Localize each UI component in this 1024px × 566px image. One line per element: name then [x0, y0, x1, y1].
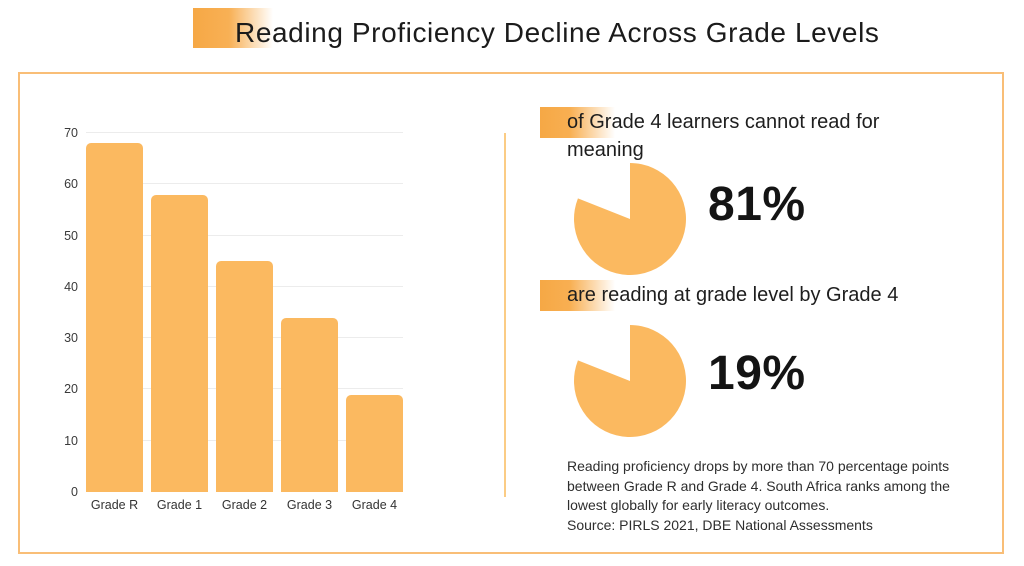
y-tick-label-50: 50 — [64, 228, 78, 243]
stat-pie-81-slice — [573, 163, 686, 275]
stat-2-label: are reading at grade level by Grade 4 — [567, 284, 899, 306]
bar-grade-2 — [216, 261, 273, 492]
page-title: Reading Proficiency Decline Across Grade… — [235, 17, 880, 48]
y-tick-label-70: 70 — [64, 126, 78, 140]
bar-chart-x-axis: Grade R Grade 1 Grade 2 Grade 3 Grade 4 — [86, 498, 403, 512]
footer-source: Source: PIRLS 2021, DBE National Assessm… — [567, 516, 873, 533]
stat-1-label: of Grade 4 learners cannot read for mean… — [567, 111, 880, 161]
title-accent-block — [193, 8, 273, 48]
bar-grade-r — [86, 143, 143, 492]
y-tick-label-60: 60 — [64, 177, 78, 192]
stat-1-accent-block — [540, 107, 615, 138]
pie-chart-81 — [573, 163, 686, 275]
footer-note: Reading proficiency drops by more than 7… — [567, 457, 962, 535]
x-tick-label-grade-1: Grade 1 — [156, 498, 203, 512]
gridline-60 — [86, 183, 403, 185]
stat-2-accent-block — [540, 280, 615, 311]
bar-chart — [86, 133, 403, 492]
gridline-70 — [86, 132, 403, 133]
pie-chart-19 — [573, 325, 686, 437]
stat-1-value: 81% — [708, 178, 806, 231]
gridline-50 — [86, 234, 403, 236]
x-tick-label-grade-r: Grade R — [90, 498, 139, 512]
stat-pie-19-slice — [573, 325, 686, 437]
y-tick-label-20: 20 — [64, 382, 78, 397]
x-tick-label-grade-4: Grade 4 — [351, 498, 398, 512]
stat-2-value: 19% — [708, 347, 806, 400]
bar-grade-4 — [346, 394, 403, 492]
x-tick-label-grade-2: Grade 2 — [221, 498, 268, 512]
y-tick-label-30: 30 — [64, 331, 78, 346]
x-tick-label-grade-3: Grade 3 — [286, 498, 333, 512]
y-tick-label-40: 40 — [64, 279, 78, 294]
y-tick-label-0: 0 — [71, 485, 78, 499]
footer-body: Reading proficiency drops by more than 7… — [567, 458, 950, 513]
y-tick-label-10: 10 — [64, 433, 78, 448]
bar-grade-3 — [281, 317, 338, 492]
bar-grade-1 — [151, 194, 208, 492]
vertical-divider — [504, 133, 506, 497]
bar-chart-y-axis: 0 10 20 30 40 50 60 70 — [38, 126, 78, 499]
